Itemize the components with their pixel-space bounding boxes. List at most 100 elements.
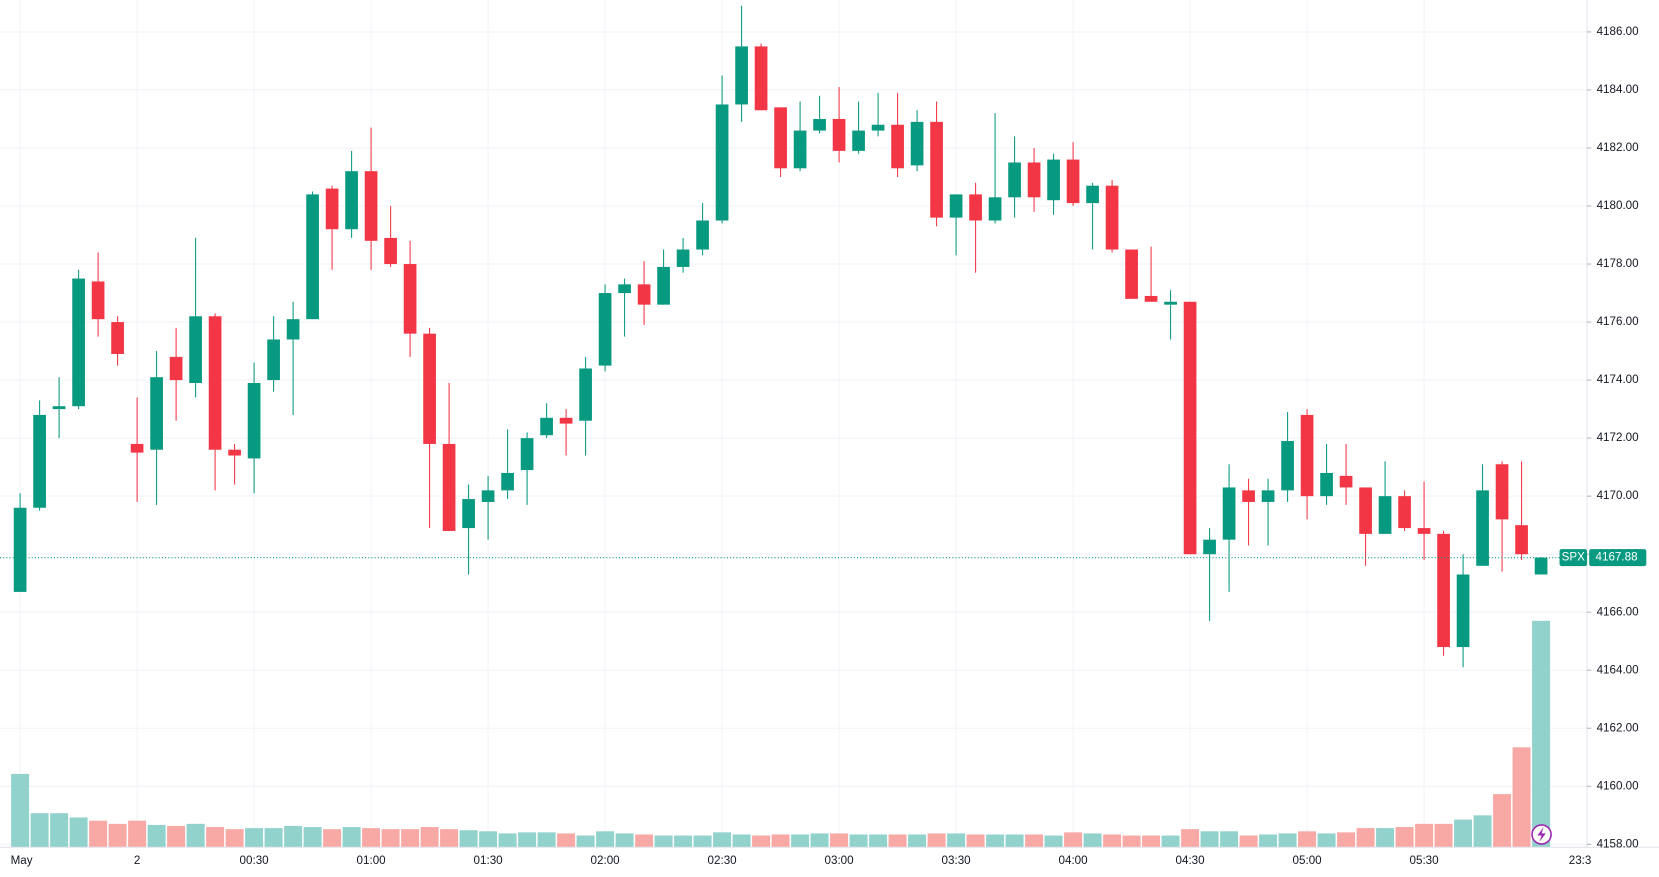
candle-body [247, 382, 261, 459]
volume-bar [479, 831, 498, 848]
candle-body [345, 171, 358, 230]
volume-bar [167, 825, 186, 848]
volume-bar [1298, 831, 1317, 848]
volume-bar [420, 827, 439, 848]
volume-bar [1161, 835, 1180, 848]
candle-body [306, 194, 319, 320]
candle-body [1222, 487, 1236, 540]
candle-body [403, 264, 417, 334]
candle-body [13, 507, 27, 592]
candle-body [1008, 162, 1021, 198]
candle-body [1183, 301, 1197, 555]
candle-body [91, 281, 105, 320]
volume-bar [147, 824, 166, 848]
candle-body [676, 249, 690, 267]
candle-body [1339, 475, 1353, 488]
x-tick-label: 2 [134, 854, 140, 867]
volume-pane [11, 620, 1551, 848]
candle-body [384, 237, 397, 265]
candle-body [1105, 185, 1119, 250]
last-price-label: 4167.88 [1596, 551, 1638, 564]
volume-bar [635, 834, 654, 848]
candle-body [1456, 574, 1470, 648]
volume-bar [693, 835, 712, 848]
candle-body [969, 194, 982, 221]
volume-bar [1415, 823, 1434, 848]
candle-body [1417, 528, 1431, 534]
y-tick-label: 4166.00 [1597, 605, 1640, 618]
volume-bar [810, 833, 829, 848]
candle-body [793, 130, 807, 169]
volume-bar [752, 835, 771, 848]
candle-body [520, 438, 534, 471]
candle-body [1515, 525, 1528, 555]
x-tick-label: 01:00 [357, 854, 387, 867]
volume-bar [1395, 827, 1414, 848]
icon-bolt[interactable] [1537, 827, 1546, 842]
candle-body [442, 443, 456, 531]
candle-body [189, 316, 202, 383]
candle-body [364, 171, 378, 241]
candle-body [72, 278, 85, 407]
volume-bar [206, 827, 225, 848]
volume-bar [771, 834, 790, 848]
candle-body [1534, 557, 1548, 575]
x-tick-label: 23:3 [1569, 854, 1592, 867]
x-tick-label: 04:00 [1059, 854, 1089, 867]
candle-body [1437, 533, 1450, 648]
candle-body [1027, 162, 1041, 198]
volume-bar [1356, 828, 1375, 848]
volume-bar [1142, 835, 1161, 848]
volume-bar [381, 829, 400, 848]
axes: 4158.004160.004162.004164.004166.004168.… [0, 25, 1647, 867]
candle-body [559, 417, 573, 424]
candle-body [910, 121, 924, 166]
candle-body [52, 406, 66, 410]
candle-body [150, 377, 163, 450]
volume-bar [1044, 835, 1063, 848]
volume-bar [869, 834, 888, 848]
x-tick-label: 02:30 [708, 854, 738, 867]
lightning-icon[interactable] [1531, 824, 1552, 845]
candle-body [286, 319, 300, 340]
candle-body [735, 46, 748, 105]
x-tick-label: 01:30 [474, 854, 504, 867]
volume-bar [459, 830, 478, 848]
candle-body [1203, 539, 1216, 555]
candle-body [618, 284, 631, 294]
volume-bar [888, 834, 907, 848]
volume-bar [108, 823, 127, 848]
volume-bar [1005, 834, 1024, 848]
candle-body [1066, 159, 1080, 204]
y-tick-label: 4158.00 [1597, 837, 1640, 850]
candle-body [988, 197, 1002, 221]
volume-bar [674, 835, 693, 848]
candle-body [33, 414, 46, 508]
x-tick-label: 05:00 [1293, 854, 1323, 867]
volume-bar [362, 828, 381, 848]
volume-bar [89, 820, 108, 848]
candle-body [267, 339, 280, 381]
volume-bar [342, 827, 361, 848]
volume-bar [245, 828, 264, 848]
candle-body [111, 322, 124, 354]
volume-bar [323, 829, 342, 848]
candle-body [130, 443, 144, 453]
volume-bar [1200, 831, 1219, 848]
candle-body [774, 107, 787, 169]
volume-bar [1454, 819, 1473, 848]
candle-body [1125, 249, 1138, 299]
candle-body [208, 316, 222, 450]
candle-body [949, 194, 963, 218]
volume-bar [1259, 834, 1278, 848]
volume-bar [986, 834, 1005, 848]
y-tick-label: 4160.00 [1597, 779, 1640, 792]
volume-bar [498, 833, 517, 848]
volume-bar [1239, 835, 1258, 848]
candle-body [423, 333, 436, 444]
volume-bar [401, 829, 420, 848]
volume-bar [303, 827, 322, 848]
volume-bar [1512, 747, 1531, 848]
candle-body [1320, 472, 1333, 497]
volume-bar [908, 834, 927, 848]
